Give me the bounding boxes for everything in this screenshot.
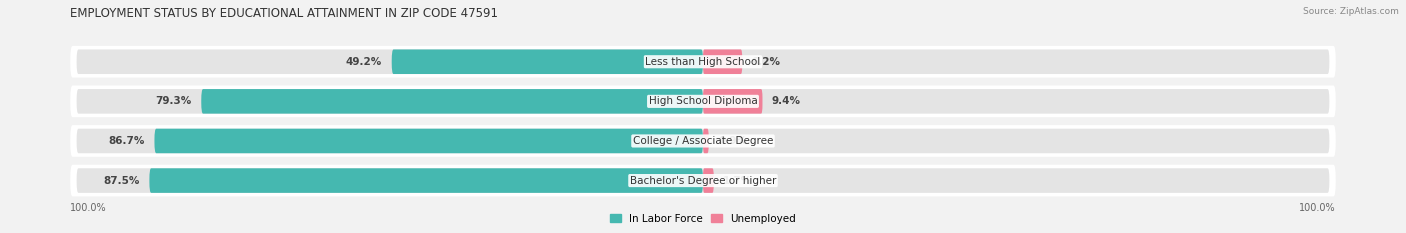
FancyBboxPatch shape [703,89,762,114]
FancyBboxPatch shape [76,168,1330,193]
Text: 6.2%: 6.2% [752,57,780,67]
FancyBboxPatch shape [70,46,1336,78]
FancyBboxPatch shape [392,49,703,74]
FancyBboxPatch shape [70,125,1336,157]
Text: EMPLOYMENT STATUS BY EDUCATIONAL ATTAINMENT IN ZIP CODE 47591: EMPLOYMENT STATUS BY EDUCATIONAL ATTAINM… [70,7,498,20]
Text: 79.3%: 79.3% [156,96,191,106]
FancyBboxPatch shape [76,89,1330,114]
FancyBboxPatch shape [76,49,1330,74]
Text: 100.0%: 100.0% [70,203,107,213]
Text: 0.9%: 0.9% [718,136,747,146]
Legend: In Labor Force, Unemployed: In Labor Force, Unemployed [606,209,800,228]
FancyBboxPatch shape [703,168,714,193]
Text: 49.2%: 49.2% [346,57,382,67]
Text: High School Diploma: High School Diploma [648,96,758,106]
FancyBboxPatch shape [149,168,703,193]
Text: 86.7%: 86.7% [108,136,145,146]
Text: Source: ZipAtlas.com: Source: ZipAtlas.com [1303,7,1399,16]
Text: 100.0%: 100.0% [1299,203,1336,213]
Text: 87.5%: 87.5% [104,176,141,185]
FancyBboxPatch shape [155,129,703,153]
Text: 1.7%: 1.7% [723,176,752,185]
FancyBboxPatch shape [76,129,1330,153]
Text: Less than High School: Less than High School [645,57,761,67]
Text: Bachelor's Degree or higher: Bachelor's Degree or higher [630,176,776,185]
FancyBboxPatch shape [201,89,703,114]
Text: College / Associate Degree: College / Associate Degree [633,136,773,146]
FancyBboxPatch shape [70,165,1336,196]
FancyBboxPatch shape [703,49,742,74]
FancyBboxPatch shape [703,129,709,153]
FancyBboxPatch shape [70,86,1336,117]
Text: 9.4%: 9.4% [772,96,801,106]
